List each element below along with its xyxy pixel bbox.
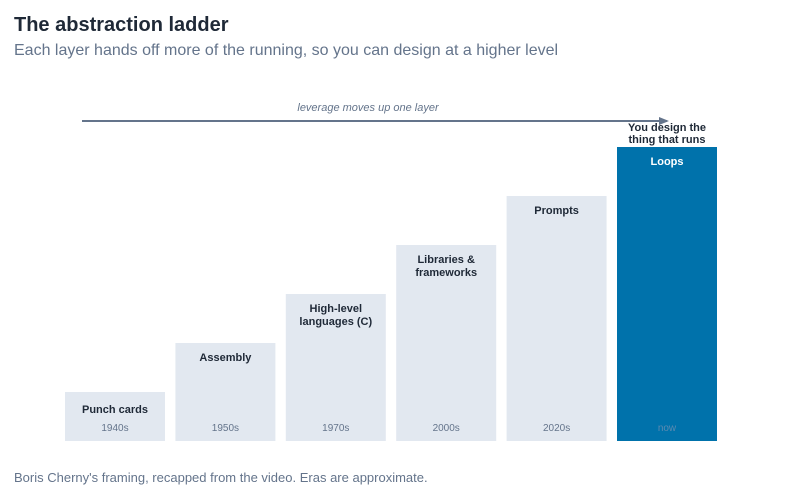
- bar-libraries-frameworks: [396, 245, 497, 441]
- bar-loops: [617, 147, 717, 441]
- bar-label-high-level-languages-c-line2: languages (C): [299, 316, 372, 328]
- chart-title: The abstraction ladder: [14, 14, 229, 36]
- bar-punch-cards: [65, 392, 165, 441]
- bar-label-loops: Loops: [651, 156, 684, 168]
- bar-label-libraries-frameworks-line2: frameworks: [415, 267, 477, 279]
- bar-label-assembly: Assembly: [199, 352, 252, 364]
- era-label-punch-cards: 1940s: [101, 423, 128, 434]
- bar-assembly: [175, 343, 276, 441]
- bar-label-libraries-frameworks-line1: Libraries &: [417, 254, 475, 266]
- era-label-libraries-frameworks: 2000s: [433, 423, 460, 434]
- era-label-prompts: 2020s: [543, 423, 570, 434]
- bars-group: Punch cards 1940s Assembly 1950s High-levell…: [65, 122, 717, 441]
- bar-high-level-languages-c: [285, 294, 386, 441]
- callout-line-2: thing that runs: [629, 134, 706, 146]
- callout-line-1: You design the: [628, 122, 706, 134]
- era-label-loops: now: [658, 423, 677, 434]
- era-label-assembly: 1950s: [212, 423, 239, 434]
- era-label-high-level-languages-c: 1970s: [322, 423, 349, 434]
- footer-note: Boris Cherny's framing, recapped from th…: [14, 470, 428, 485]
- chart-subtitle: Each layer hands off more of the running…: [14, 42, 559, 59]
- bar-prompts: [506, 196, 607, 441]
- bar-label-high-level-languages-c-line1: High-level: [310, 303, 363, 315]
- bar-label-prompts: Prompts: [534, 205, 579, 217]
- leverage-arrow-label: leverage moves up one layer: [297, 102, 440, 114]
- bar-label-punch-cards: Punch cards: [82, 404, 148, 416]
